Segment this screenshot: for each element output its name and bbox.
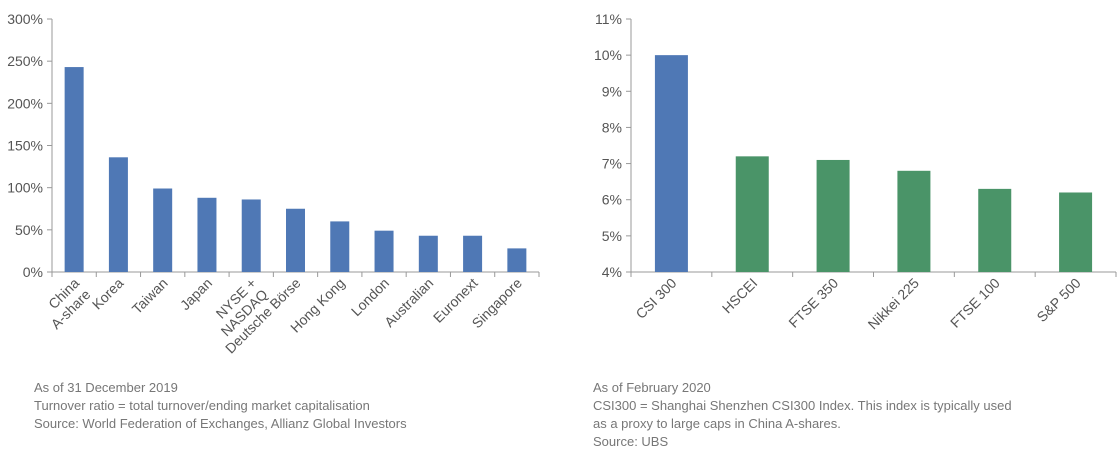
y-tick-label: 200%	[7, 95, 43, 111]
bar	[108, 157, 128, 272]
bar	[463, 235, 483, 272]
bar	[286, 208, 305, 272]
bar	[978, 188, 1012, 272]
bar	[64, 67, 84, 272]
category-label-line: CSI 300	[632, 275, 679, 322]
y-tick-label: 50%	[15, 222, 43, 238]
category-label: Nikkei 225	[864, 275, 922, 333]
y-tick-label: 5%	[602, 228, 622, 244]
category-label-line: HSCEI	[719, 275, 761, 317]
y-tick-label: 8%	[602, 119, 622, 135]
category-label: FTSE 350	[785, 275, 841, 331]
category-label-line: Nikkei 225	[864, 275, 922, 333]
y-tick-label: 250%	[7, 53, 43, 69]
category-label: CSI 300	[632, 275, 679, 322]
bar	[418, 235, 438, 272]
bar	[241, 199, 261, 272]
bar	[654, 55, 688, 273]
left-note-definition: Turnover ratio = total turnover/ending m…	[34, 398, 370, 413]
y-tick-label: 0%	[23, 264, 43, 280]
bar	[897, 170, 931, 272]
y-tick-label: 9%	[602, 83, 622, 99]
bar	[816, 159, 850, 272]
category-label-line: FTSE 100	[947, 275, 1003, 331]
bar	[1059, 192, 1093, 272]
y-tick-label: 100%	[7, 180, 43, 196]
y-tick-label: 4%	[602, 264, 622, 280]
right-note-date: As of February 2020	[593, 380, 711, 395]
y-tick-label: 11%	[595, 11, 622, 27]
y-tick-label: 150%	[7, 138, 43, 154]
bar	[374, 230, 394, 272]
bar	[330, 221, 350, 272]
right-note-source: Source: UBS	[593, 434, 669, 449]
y-tick-label: 7%	[602, 156, 622, 172]
bar	[153, 188, 173, 272]
bar	[507, 248, 527, 272]
category-label-line: S&P 500	[1033, 275, 1083, 325]
bar	[735, 156, 769, 272]
y-tick-label: 300%	[7, 11, 43, 27]
y-tick-label: 10%	[594, 47, 622, 63]
category-label: HSCEI	[719, 275, 761, 317]
category-label-line: FTSE 350	[785, 275, 841, 331]
left-notes: As of 31 December 2019 Turnover ratio = …	[34, 379, 407, 433]
right-note-definition-line1: CSI300 = Shanghai Shenzhen CSI300 Index.…	[593, 398, 1012, 413]
y-tick-label: 6%	[602, 192, 622, 208]
bar	[197, 197, 217, 272]
category-label: FTSE 100	[947, 275, 1003, 331]
right-notes: As of February 2020 CSI300 = Shanghai Sh…	[593, 379, 1012, 451]
category-label: S&P 500	[1033, 275, 1083, 325]
left-note-date: As of 31 December 2019	[34, 380, 178, 395]
left-note-source: Source: World Federation of Exchanges, A…	[34, 416, 407, 431]
right-note-definition-line2: as a proxy to large caps in China A-shar…	[593, 416, 841, 431]
